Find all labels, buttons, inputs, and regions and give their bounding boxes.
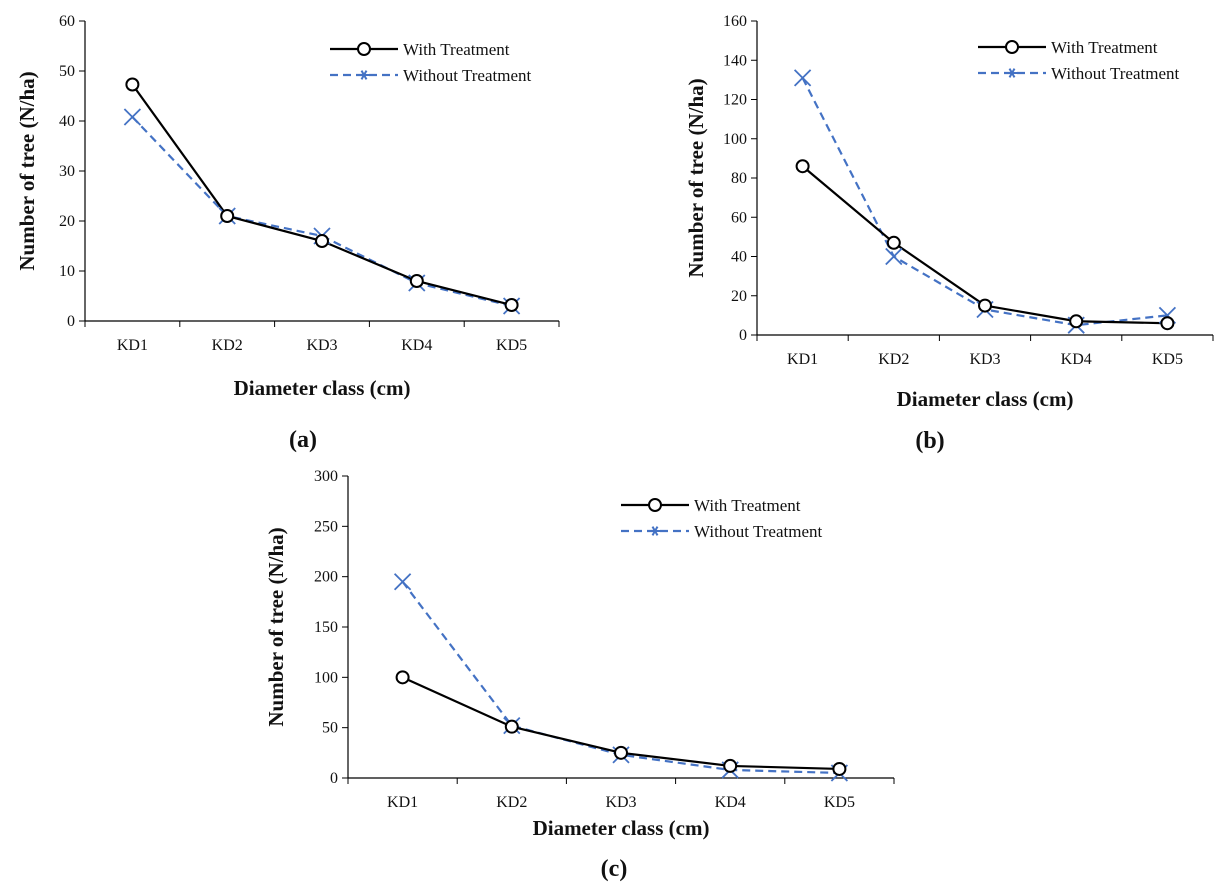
x-marker-stroke (793, 69, 812, 87)
x-tick-label: KD5 (1152, 351, 1183, 368)
x-axis-title: Diameter class (cm) (533, 816, 710, 840)
data-point-with-treatment (723, 758, 738, 773)
legend-label-without-treatment: Without Treatment (694, 522, 823, 541)
y-tick-label: 0 (330, 770, 338, 787)
series-line-without-treatment (801, 77, 1168, 327)
legend: With Treatment Without Treatment (330, 40, 532, 85)
x-tick-label: KD1 (387, 794, 418, 811)
data-point-with-treatment (125, 77, 140, 92)
star-marker-stroke (651, 526, 659, 536)
y-tick-label: 160 (723, 13, 747, 30)
x-tick-label: KD1 (117, 337, 148, 354)
series-line-without-treatment (401, 581, 840, 775)
series-line-without-treatment (131, 116, 512, 308)
legend-marker-without-treatment (359, 70, 369, 80)
y-tick-label: 0 (67, 313, 75, 330)
data-point-with-treatment (504, 719, 519, 734)
panel-label: (c) (601, 856, 628, 882)
x-tick-label: KD2 (212, 337, 243, 354)
y-axis-title: Number of tree (N/ha) (264, 527, 288, 726)
x-tick-label: KD1 (787, 351, 818, 368)
data-point-with-treatment (795, 159, 810, 174)
panel-label: (a) (289, 427, 317, 453)
chart-panel-1: 0 10 20 30 40 50 60 KD1 KD2 KD3 KD4 KD5 Diameter cla… (15, 13, 560, 453)
x-tick-label: KD2 (878, 351, 909, 368)
y-tick-label: 50 (59, 63, 75, 80)
y-tick-label: 40 (731, 249, 747, 266)
x-tick-label: KD5 (824, 794, 855, 811)
y-tick-label: 60 (731, 209, 747, 226)
y-tick-label: 300 (314, 468, 338, 485)
x-marker-stroke (885, 247, 903, 266)
y-tick-label: 40 (59, 113, 75, 130)
data-point-without-treatment (793, 69, 812, 87)
x-tick-label: KD5 (496, 337, 527, 354)
legend-label-with-treatment: With Treatment (1051, 38, 1158, 57)
data-point-with-treatment (614, 745, 628, 760)
data-point-with-treatment (409, 274, 424, 288)
x-marker-stroke (393, 573, 412, 591)
x-tick-label: KD4 (1061, 351, 1092, 368)
data-point-without-treatment (393, 573, 412, 591)
y-axis-title: Number of tree (N/ha) (684, 78, 708, 277)
star-marker-stroke (360, 70, 368, 80)
y-tick-label: 80 (731, 170, 747, 187)
panel-label: (b) (915, 428, 944, 454)
x-axis-title: Diameter class (cm) (234, 376, 411, 400)
legend-marker-without-treatment (650, 526, 660, 536)
legend-marker-without-treatment (1007, 68, 1017, 78)
chart-panel-2: 0 20 40 60 80 100 120 140 160 KD1 KD2 KD3 KD4 KD5 Diam… (684, 13, 1214, 454)
y-axis-title: Number of tree (N/ha) (15, 71, 39, 270)
data-point-with-treatment (978, 298, 992, 313)
x-tick-label: KD3 (969, 351, 1000, 368)
y-tick-label: 50 (322, 720, 338, 737)
y-tick-label: 100 (314, 669, 338, 686)
y-tick-label: 20 (731, 288, 747, 305)
data-point-without-treatment (123, 108, 142, 126)
x-tick-label: KD4 (715, 794, 746, 811)
y-tick-label: 140 (723, 52, 747, 69)
data-point-with-treatment (220, 209, 235, 223)
y-tick-label: 0 (739, 327, 747, 344)
y-tick-label: 120 (723, 92, 747, 109)
legend-marker-with-treatment (648, 498, 662, 512)
y-tick-label: 200 (314, 569, 338, 586)
x-marker-stroke (123, 108, 142, 126)
legend-marker-with-treatment (357, 42, 371, 56)
data-point-with-treatment (315, 234, 329, 248)
y-tick-label: 20 (59, 213, 75, 230)
legend-marker-with-treatment (1005, 40, 1019, 54)
x-tick-label: KD3 (306, 337, 337, 354)
data-point-with-treatment (886, 235, 901, 250)
data-point-without-treatment (885, 247, 903, 266)
data-point-with-treatment (395, 670, 410, 685)
data-point-with-treatment (1160, 316, 1175, 331)
y-tick-label: 100 (723, 131, 747, 148)
legend: With Treatment Without Treatment (978, 38, 1180, 83)
star-marker-stroke (1008, 68, 1016, 78)
y-tick-label: 60 (59, 13, 75, 30)
y-tick-label: 250 (314, 518, 338, 535)
legend: With Treatment Without Treatment (621, 496, 823, 541)
legend-label-without-treatment: Without Treatment (403, 66, 532, 85)
chart-panel-3: 0 50 100 150 200 250 300 KD1 KD2 KD3 KD4 KD5 Diamete… (264, 468, 895, 882)
y-tick-label: 150 (314, 619, 338, 636)
data-point-with-treatment (1069, 314, 1084, 329)
legend-label-without-treatment: Without Treatment (1051, 64, 1180, 83)
data-point-with-treatment (504, 298, 519, 312)
legend-label-with-treatment: With Treatment (403, 40, 510, 59)
x-tick-label: KD4 (401, 337, 432, 354)
y-tick-label: 30 (59, 163, 75, 180)
legend-label-with-treatment: With Treatment (694, 496, 801, 515)
x-tick-label: KD3 (605, 794, 636, 811)
series-line-with-treatment (131, 83, 512, 307)
x-tick-label: KD2 (496, 794, 527, 811)
data-point-with-treatment (832, 761, 847, 776)
y-tick-label: 10 (59, 263, 75, 280)
x-axis-title: Diameter class (cm) (897, 387, 1074, 411)
